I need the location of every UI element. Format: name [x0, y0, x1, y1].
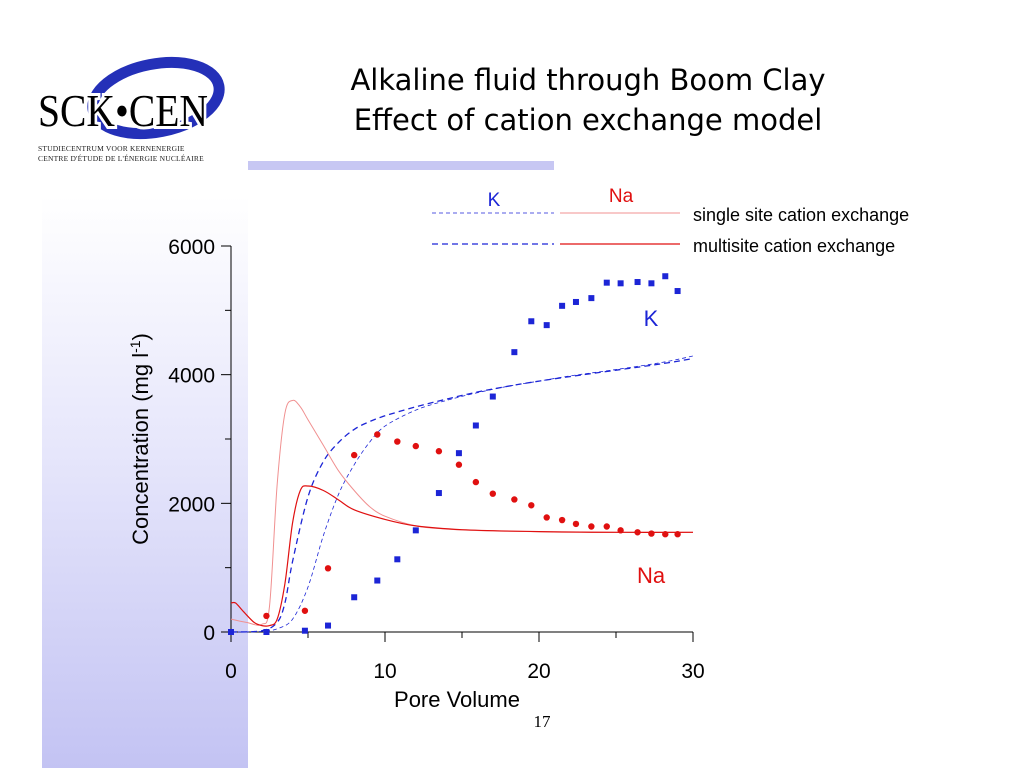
k-data-point: [455, 450, 462, 457]
k-data-point: [511, 349, 518, 356]
y-tick-label: 6000: [168, 236, 215, 259]
na-data-point: [374, 431, 381, 438]
k-data-point: [588, 295, 595, 302]
na-data-point: [648, 530, 655, 537]
na-data-point: [674, 531, 681, 538]
k-data-point: [674, 288, 681, 295]
k-data-point: [617, 280, 624, 287]
x-tick-label: 30: [681, 660, 704, 683]
legend-header-k: K: [488, 190, 501, 211]
data-points: [228, 273, 681, 635]
annotation-k: K: [644, 306, 659, 331]
na-data-point: [472, 478, 480, 486]
slide-number: 17: [533, 712, 551, 731]
curve-na-multisite-cation-exchange: [230, 485, 694, 627]
x-tick-label: 10: [373, 660, 396, 683]
k-data-point: [472, 422, 479, 429]
na-data-point: [617, 527, 624, 534]
k-data-point: [634, 279, 641, 286]
y-tick-label: 0: [203, 622, 215, 645]
curve-k-multisite-cation-exchange: [230, 357, 694, 633]
na-data-point: [572, 520, 580, 528]
legend-header-na: Na: [609, 186, 634, 207]
na-data-point: [603, 523, 610, 530]
k-data-point: [435, 490, 442, 497]
curve-k-single-site-cation-exchange: [230, 355, 694, 633]
na-data-point: [543, 514, 550, 521]
na-data-point: [324, 565, 332, 572]
k-data-point: [374, 577, 381, 584]
na-data-point: [511, 496, 518, 503]
chart-legend: K Na single site cation exchange multisi…: [432, 186, 909, 256]
na-data-point: [662, 531, 669, 538]
x-tick-label: 0: [225, 660, 237, 683]
logo-swoosh: [87, 56, 225, 140]
y-axis-label-sup: -1: [127, 340, 143, 353]
y-tick-label: 4000: [168, 365, 215, 388]
title-accent-bar: [248, 161, 554, 170]
k-data-point: [301, 627, 308, 634]
y-axis-label-end: ): [128, 333, 153, 340]
na-data-point: [263, 612, 270, 620]
chart-axes: [230, 246, 693, 633]
curve-na-single-site-cation-exchange: [230, 399, 694, 626]
logo-subtitle-dutch: STUDIECENTRUM VOOR KERNENERGIE: [38, 144, 185, 153]
k-data-point: [228, 629, 234, 635]
logo-subtitle-french: CENTRE D'ÉTUDE DE L'ÉNERGIE NUCLÉAIRE: [38, 154, 204, 163]
k-data-point: [412, 527, 419, 534]
na-data-point: [301, 607, 309, 614]
sck-cen-logo: SCK•CEN SCK•CEN STUDIECENTRUM VOOR KERNE…: [34, 50, 234, 170]
legend-label-multi: multisite cation exchange: [693, 236, 895, 256]
k-data-point: [263, 629, 270, 635]
sidebar-gradient-panel: [42, 196, 248, 768]
na-data-point: [528, 502, 535, 509]
k-data-point: [394, 556, 401, 563]
annotation-na: Na: [637, 563, 666, 588]
logo-text: SCK•CEN: [38, 85, 208, 136]
k-data-point: [325, 622, 332, 629]
legend-label-single: single site cation exchange: [693, 205, 909, 225]
x-axis-label: Pore Volume: [394, 687, 520, 712]
slide-title-line2: Effect of cation exchange model: [353, 103, 823, 137]
k-data-point: [603, 279, 610, 286]
na-data-point: [351, 451, 358, 459]
na-data-point: [489, 490, 496, 497]
k-data-point: [572, 298, 579, 305]
x-ticks: 0 10 20 30: [225, 632, 705, 683]
x-tick-label: 20: [527, 660, 550, 683]
logo-text-fill: SCK•CEN: [38, 85, 208, 136]
k-data-point: [559, 302, 566, 309]
k-data-point: [543, 322, 550, 329]
na-data-point: [435, 448, 443, 455]
k-data-point: [528, 318, 535, 325]
k-data-point: [662, 273, 669, 280]
k-data-point: [351, 594, 358, 601]
na-data-point: [455, 461, 463, 468]
model-curves: [230, 355, 694, 633]
slide-title-line1: Alkaline fluid through Boom Clay: [350, 63, 826, 97]
na-data-point: [558, 516, 566, 524]
na-data-point: [634, 529, 641, 536]
y-tick-label: 2000: [168, 493, 215, 516]
na-data-point: [588, 523, 595, 530]
na-data-point: [394, 438, 401, 445]
na-data-point: [412, 442, 419, 450]
slide-title: Alkaline fluid through Boom Clay Effect …: [250, 60, 926, 140]
k-data-point: [489, 393, 496, 400]
k-data-point: [648, 280, 655, 287]
y-axis-label: Concentration (mg l-1): [127, 333, 153, 545]
y-ticks: 0 2000 4000 6000: [168, 236, 231, 645]
